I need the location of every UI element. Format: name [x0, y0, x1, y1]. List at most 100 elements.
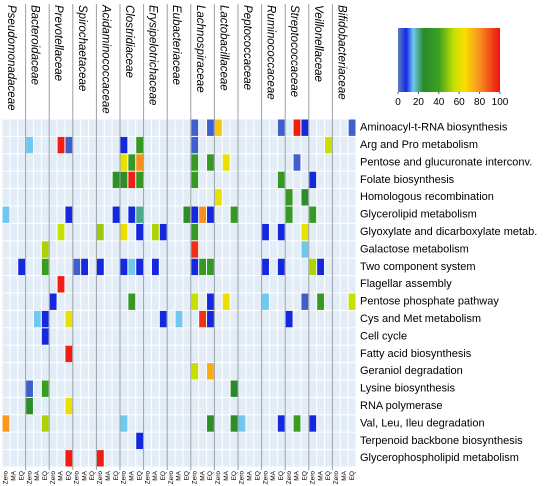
empty-cell: [96, 171, 104, 189]
empty-cell: [246, 206, 254, 223]
empty-cell: [89, 258, 96, 276]
empty-cell: [285, 397, 293, 415]
cell: [293, 415, 301, 432]
empty-cell: [317, 223, 325, 241]
empty-cell: [2, 397, 10, 415]
empty-cell: [301, 450, 309, 467]
empty-cell: [332, 415, 340, 432]
empty-cell: [112, 380, 120, 397]
cell: [309, 415, 317, 432]
empty-cell: [230, 223, 238, 241]
empty-cell: [246, 171, 254, 189]
empty-cell: [285, 241, 293, 258]
empty-cell: [159, 328, 167, 345]
empty-cell: [120, 363, 128, 380]
empty-cell: [332, 380, 340, 397]
empty-cell: [254, 171, 262, 189]
empty-cell: [10, 415, 18, 432]
empty-cell: [332, 154, 340, 171]
empty-cell: [293, 310, 301, 328]
empty-cell: [340, 380, 348, 397]
cell: [33, 310, 41, 328]
family-label: Clostridiaceae: [123, 5, 135, 78]
row-label: Pentose and glucuronate interconv.: [360, 156, 532, 168]
empty-cell: [33, 223, 41, 241]
empty-cell: [207, 241, 214, 258]
subcolumn-label: Zero: [26, 471, 33, 485]
empty-cell: [246, 241, 254, 258]
subcolumn-label: EQ: [42, 471, 49, 480]
empty-cell: [222, 206, 230, 223]
empty-cell: [222, 345, 230, 363]
empty-cell: [325, 241, 332, 258]
empty-cell: [2, 276, 10, 293]
empty-cell: [222, 397, 230, 415]
empty-cell: [18, 189, 26, 206]
cell: [57, 136, 65, 154]
empty-cell: [89, 154, 96, 171]
empty-cell: [293, 345, 301, 363]
empty-cell: [325, 119, 332, 136]
empty-cell: [285, 450, 293, 467]
empty-cell: [230, 363, 238, 380]
empty-cell: [57, 206, 65, 223]
empty-cell: [277, 432, 285, 450]
cell: [183, 206, 191, 223]
empty-cell: [199, 415, 207, 432]
empty-cell: [2, 293, 10, 310]
empty-cell: [254, 258, 262, 276]
empty-cell: [120, 276, 128, 293]
empty-cell: [348, 415, 356, 432]
empty-cell: [277, 363, 285, 380]
empty-cell: [191, 415, 199, 432]
empty-cell: [57, 432, 65, 450]
empty-cell: [222, 119, 230, 136]
cell: [199, 310, 207, 328]
subcolumn-label: EQ: [231, 471, 238, 480]
cell: [120, 154, 128, 171]
empty-cell: [207, 136, 214, 154]
empty-cell: [230, 171, 238, 189]
empty-cell: [128, 223, 136, 241]
empty-cell: [277, 328, 285, 345]
empty-cell: [293, 432, 301, 450]
subcolumn-label: MA: [105, 470, 112, 480]
empty-cell: [230, 241, 238, 258]
empty-cell: [89, 363, 96, 380]
empty-cell: [262, 310, 269, 328]
empty-cell: [136, 397, 144, 415]
empty-cell: [340, 345, 348, 363]
empty-cell: [269, 328, 277, 345]
empty-cell: [41, 450, 49, 467]
cell: [49, 293, 57, 310]
empty-cell: [348, 206, 356, 223]
cell: [348, 119, 356, 136]
empty-cell: [348, 345, 356, 363]
empty-cell: [277, 310, 285, 328]
empty-cell: [89, 223, 96, 241]
empty-cell: [144, 380, 151, 397]
empty-cell: [144, 432, 151, 450]
empty-cell: [41, 171, 49, 189]
empty-cell: [340, 206, 348, 223]
empty-cell: [10, 328, 18, 345]
empty-cell: [246, 293, 254, 310]
empty-cell: [230, 276, 238, 293]
cell: [112, 206, 120, 223]
cell: [277, 258, 285, 276]
family-label: Veillonellaceae: [312, 5, 324, 82]
empty-cell: [309, 363, 317, 380]
empty-cell: [41, 345, 49, 363]
empty-cell: [144, 328, 151, 345]
empty-cell: [144, 397, 151, 415]
empty-cell: [269, 363, 277, 380]
empty-cell: [33, 171, 41, 189]
empty-cell: [348, 189, 356, 206]
empty-cell: [73, 415, 81, 432]
empty-cell: [269, 223, 277, 241]
empty-cell: [41, 136, 49, 154]
cell: [57, 223, 65, 241]
cell: [159, 310, 167, 328]
empty-cell: [167, 328, 175, 345]
empty-cell: [151, 345, 159, 363]
